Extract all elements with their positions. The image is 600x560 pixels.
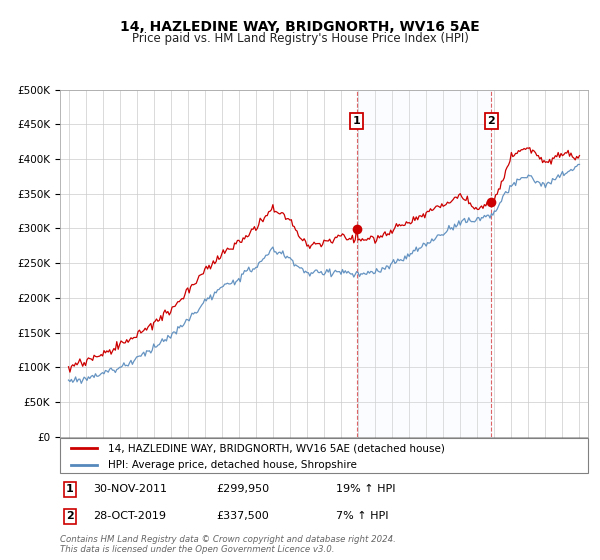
Text: 28-OCT-2019: 28-OCT-2019 [93, 511, 166, 521]
Text: 2: 2 [66, 511, 74, 521]
Text: 1: 1 [353, 116, 361, 126]
Text: HPI: Average price, detached house, Shropshire: HPI: Average price, detached house, Shro… [107, 460, 356, 469]
Text: Contains HM Land Registry data © Crown copyright and database right 2024.
This d: Contains HM Land Registry data © Crown c… [60, 535, 396, 554]
Text: 7% ↑ HPI: 7% ↑ HPI [336, 511, 389, 521]
Text: £337,500: £337,500 [216, 511, 269, 521]
Text: 19% ↑ HPI: 19% ↑ HPI [336, 484, 395, 494]
Text: £299,950: £299,950 [216, 484, 269, 494]
Bar [356, 90, 491, 437]
Text: 14, HAZLEDINE WAY, BRIDGNORTH, WV16 5AE (detached house): 14, HAZLEDINE WAY, BRIDGNORTH, WV16 5AE … [107, 443, 445, 453]
FancyBboxPatch shape [60, 438, 588, 473]
Text: 30-NOV-2011: 30-NOV-2011 [93, 484, 167, 494]
Text: 1: 1 [66, 484, 74, 494]
Text: 14, HAZLEDINE WAY, BRIDGNORTH, WV16 5AE: 14, HAZLEDINE WAY, BRIDGNORTH, WV16 5AE [120, 20, 480, 34]
Text: Price paid vs. HM Land Registry's House Price Index (HPI): Price paid vs. HM Land Registry's House … [131, 32, 469, 45]
Text: 2: 2 [488, 116, 496, 126]
